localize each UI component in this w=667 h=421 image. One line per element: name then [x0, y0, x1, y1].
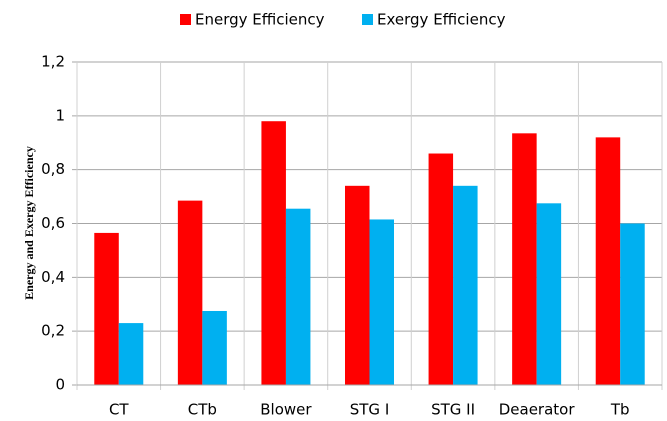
x-tick-label: Deaerator — [499, 401, 576, 419]
legend-label: Exergy Efficiency — [377, 11, 506, 29]
x-tick-label: CTb — [188, 401, 217, 419]
bar — [285, 208, 311, 385]
y-tick-label: 0 — [55, 376, 65, 394]
bar — [428, 153, 454, 385]
y-tick-label: 0,2 — [41, 322, 65, 340]
y-tick-label: 1,2 — [41, 53, 65, 71]
x-tick-label: Blower — [260, 401, 312, 419]
bar — [177, 200, 203, 385]
legend-label: Energy Efficiency — [195, 11, 325, 29]
bar — [94, 232, 119, 385]
y-tick-label: 1 — [55, 106, 65, 124]
legend-swatch — [180, 14, 191, 25]
bar — [369, 219, 394, 385]
x-tick-label: STG I — [350, 401, 390, 419]
bar — [512, 133, 537, 385]
x-tick-label: STG II — [431, 401, 475, 419]
bar — [261, 121, 286, 385]
bar — [118, 323, 144, 385]
legend-swatch — [362, 14, 373, 25]
bar — [620, 223, 645, 385]
bar — [202, 310, 227, 385]
x-tick-label: CT — [109, 401, 129, 419]
y-tick-label: 0,6 — [41, 214, 65, 232]
bar — [595, 137, 621, 385]
y-tick-label: 0,4 — [41, 268, 65, 286]
bar — [536, 203, 562, 385]
x-tick-label: Tb — [610, 401, 630, 419]
bar — [453, 185, 478, 385]
y-axis-label: Energy and Exergy Efficiency — [22, 146, 36, 300]
y-tick-label: 0,8 — [41, 160, 65, 178]
bar — [345, 185, 370, 385]
